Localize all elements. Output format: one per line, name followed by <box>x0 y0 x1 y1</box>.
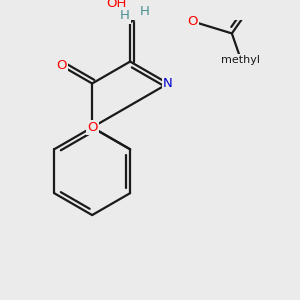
Text: H: H <box>140 5 150 18</box>
Text: methyl: methyl <box>221 55 260 65</box>
Text: O: O <box>87 121 98 134</box>
Text: O: O <box>187 15 197 28</box>
Text: OH: OH <box>106 0 127 10</box>
Text: O: O <box>56 59 67 72</box>
Text: N: N <box>163 77 173 90</box>
Text: H: H <box>120 9 130 22</box>
